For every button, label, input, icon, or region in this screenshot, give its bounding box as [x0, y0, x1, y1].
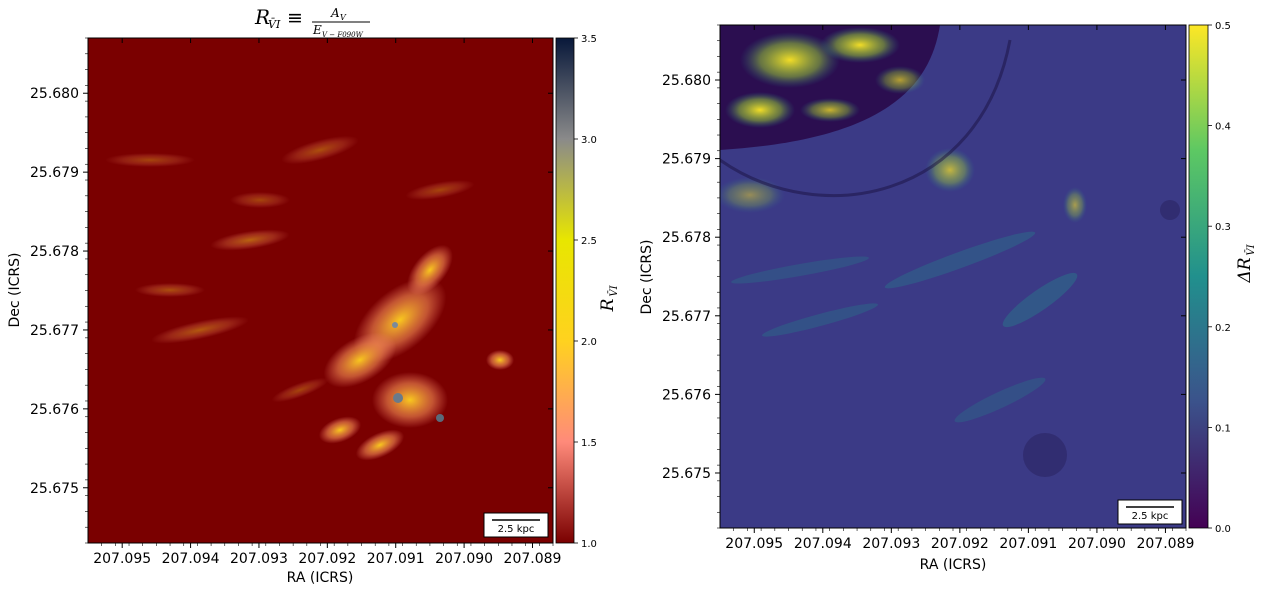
- left-x-tick-label: 207.092: [298, 551, 356, 567]
- left-heatmap-structures: [105, 135, 514, 461]
- right-x-tick-label: 207.090: [1068, 536, 1126, 552]
- left-colorbar-label-sub: V̄I: [608, 284, 620, 296]
- title-num: A: [330, 6, 340, 20]
- left-colorbar-tick-label: 3.0: [581, 135, 597, 146]
- left-colorbar-tick-label: 3.5: [581, 34, 597, 45]
- left-scale-bar-box: [483, 512, 549, 538]
- right-y-tick-label: 25.677: [662, 309, 711, 325]
- left-x-tick-label: 207.089: [504, 551, 562, 567]
- right-y-tick-label: 25.676: [662, 387, 711, 403]
- left-y-tick-label: 25.676: [30, 402, 79, 418]
- right-x-tick-label: 207.094: [794, 536, 852, 552]
- right-x-tick-label: 207.093: [862, 536, 920, 552]
- right-y-tick-label: 25.679: [662, 152, 711, 168]
- left-x-tick-label: 207.093: [230, 551, 288, 567]
- left-y-tick-label: 25.678: [30, 244, 79, 260]
- right-x-tick-label: 207.091: [999, 536, 1057, 552]
- left-heatmap: 2.5 kpc: [88, 38, 553, 543]
- right-scale-bar: 2.5 kpc: [1117, 499, 1183, 525]
- left-colorbar-tick-label: 2.0: [581, 337, 597, 348]
- left-x-axis-label: RA (ICRS): [287, 570, 354, 586]
- left-y-tick-label: 25.680: [30, 86, 79, 102]
- right-colorbar-tick-label: 0.5: [1215, 21, 1231, 32]
- left-colorbar-label: R V̄I: [598, 284, 620, 312]
- left-colorbar-label-main: R: [598, 298, 618, 312]
- left-scale-bar: 2.5 kpc: [483, 512, 549, 538]
- right-scale-bar-box: [1117, 499, 1183, 525]
- left-x-tick-label: 207.091: [367, 551, 425, 567]
- left-x-tick-label: 207.095: [93, 551, 151, 567]
- left-y-tick-label: 25.675: [30, 481, 79, 497]
- title-den-sub: V − F090W: [322, 31, 364, 39]
- title-equiv: ≡: [287, 7, 303, 29]
- right-y-tick-label: 25.675: [662, 466, 711, 482]
- left-axes-ticks: 207.095 207.094 207.093 207.092 207.091 207.0…: [30, 37, 562, 567]
- title-lhs: R: [254, 5, 270, 29]
- left-y-tick-label: 25.677: [30, 323, 79, 339]
- left-x-tick-label: 207.090: [435, 551, 493, 567]
- right-colorbar-tick-label: 0.2: [1215, 323, 1231, 334]
- right-x-tick-label: 207.092: [931, 536, 989, 552]
- right-colorbar-tick-label: 0.4: [1215, 122, 1231, 133]
- title-num-sub: V: [340, 13, 347, 22]
- title-den: E: [312, 23, 322, 37]
- left-title: R V̄I ≡ A V E V − F090W: [254, 5, 370, 39]
- right-panel: 2.5 kpc 207.095 207.094 207.093 207.092 207.…: [639, 21, 1257, 573]
- left-panel: R V̄I ≡ A V E V − F090W: [7, 5, 620, 586]
- right-colorbar-label: ΔR V̄I: [1235, 243, 1257, 283]
- title-lhs-sub: V̄I: [268, 18, 281, 31]
- left-colorbar-ticks: 1.0 1.5 2.0 2.5 3.0 3.5: [574, 34, 597, 550]
- right-y-axis-label: Dec (ICRS): [639, 240, 655, 315]
- right-axes-ticks: 207.095 207.094 207.093 207.092 207.091 207.0…: [662, 24, 1194, 552]
- right-y-tick-label: 25.680: [662, 73, 711, 89]
- right-x-tick-label: 207.095: [725, 536, 783, 552]
- left-y-tick-label: 25.679: [30, 165, 79, 181]
- right-x-tick-label: 207.089: [1136, 536, 1194, 552]
- right-colorbar-ticks: 0.0 0.1 0.2 0.3 0.4 0.5: [1208, 21, 1231, 535]
- right-colorbar-tick-label: 0.1: [1215, 423, 1231, 434]
- left-scale-bar-label: 2.5 kpc: [498, 524, 535, 535]
- right-heatmap: 2.5 kpc: [720, 25, 1186, 528]
- right-heatmap-structures: [720, 25, 1180, 477]
- left-y-axis-label: Dec (ICRS): [7, 253, 23, 328]
- right-colorbar-tick-label: 0.0: [1215, 524, 1231, 535]
- right-colorbar: 0.0 0.1 0.2 0.3 0.4 0.5 ΔR V̄I: [1188, 21, 1257, 535]
- left-colorbar-tick-label: 2.5: [581, 236, 597, 247]
- right-y-tick-label: 25.678: [662, 230, 711, 246]
- right-colorbar-label-main: ΔR: [1235, 257, 1255, 283]
- left-colorbar-tick-label: 1.5: [581, 438, 597, 449]
- left-colorbar-tick-label: 1.0: [581, 539, 597, 550]
- right-colorbar-tick-label: 0.3: [1215, 222, 1231, 233]
- right-colorbar-gradient: [1188, 24, 1209, 529]
- left-x-tick-label: 207.094: [162, 551, 220, 567]
- right-x-axis-label: RA (ICRS): [920, 557, 987, 573]
- right-colorbar-label-sub: V̄I: [1245, 243, 1257, 255]
- left-colorbar-gradient: [555, 37, 575, 544]
- left-colorbar: 1.0 1.5 2.0 2.5 3.0 3.5 R V̄I: [555, 34, 620, 550]
- right-scale-bar-label: 2.5 kpc: [1132, 511, 1169, 522]
